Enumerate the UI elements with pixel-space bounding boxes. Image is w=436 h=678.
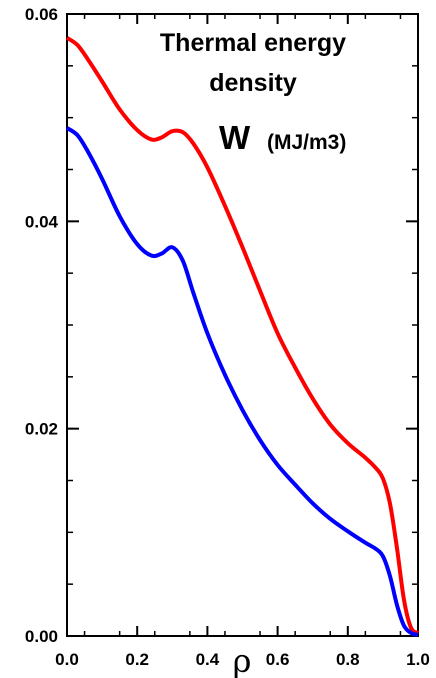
x-tick-label: 0.0 bbox=[55, 650, 79, 669]
y-tick-label: 0.04 bbox=[25, 212, 59, 231]
x-tick-label: 0.8 bbox=[336, 650, 360, 669]
y-tick-label: 0.06 bbox=[25, 5, 58, 24]
x-tick-label: 0.6 bbox=[266, 650, 290, 669]
series-group bbox=[65, 36, 420, 637]
y-tick-label: 0.00 bbox=[25, 627, 58, 646]
series-line-2 bbox=[65, 126, 419, 637]
x-tick-label: 0.2 bbox=[125, 650, 149, 669]
series-line-1 bbox=[65, 36, 420, 635]
y-axis-unit: (MJ/m3) bbox=[267, 131, 346, 154]
x-tick-label: 1.0 bbox=[406, 650, 430, 669]
x-ticks: 0.0 0.2 0.4 0.6 0.8 1.0 bbox=[55, 14, 430, 669]
x-axis-label: ρ bbox=[233, 642, 252, 678]
y-tick-label: 0.02 bbox=[25, 420, 58, 439]
y-axis-symbol: W bbox=[219, 119, 251, 156]
x-tick-label: 0.4 bbox=[196, 650, 220, 669]
y-ticks: 0.00 0.02 0.04 0.06 bbox=[25, 5, 418, 646]
chart-title-line-2: density bbox=[209, 69, 297, 97]
chart-title-line-1: Thermal energy bbox=[160, 29, 346, 57]
